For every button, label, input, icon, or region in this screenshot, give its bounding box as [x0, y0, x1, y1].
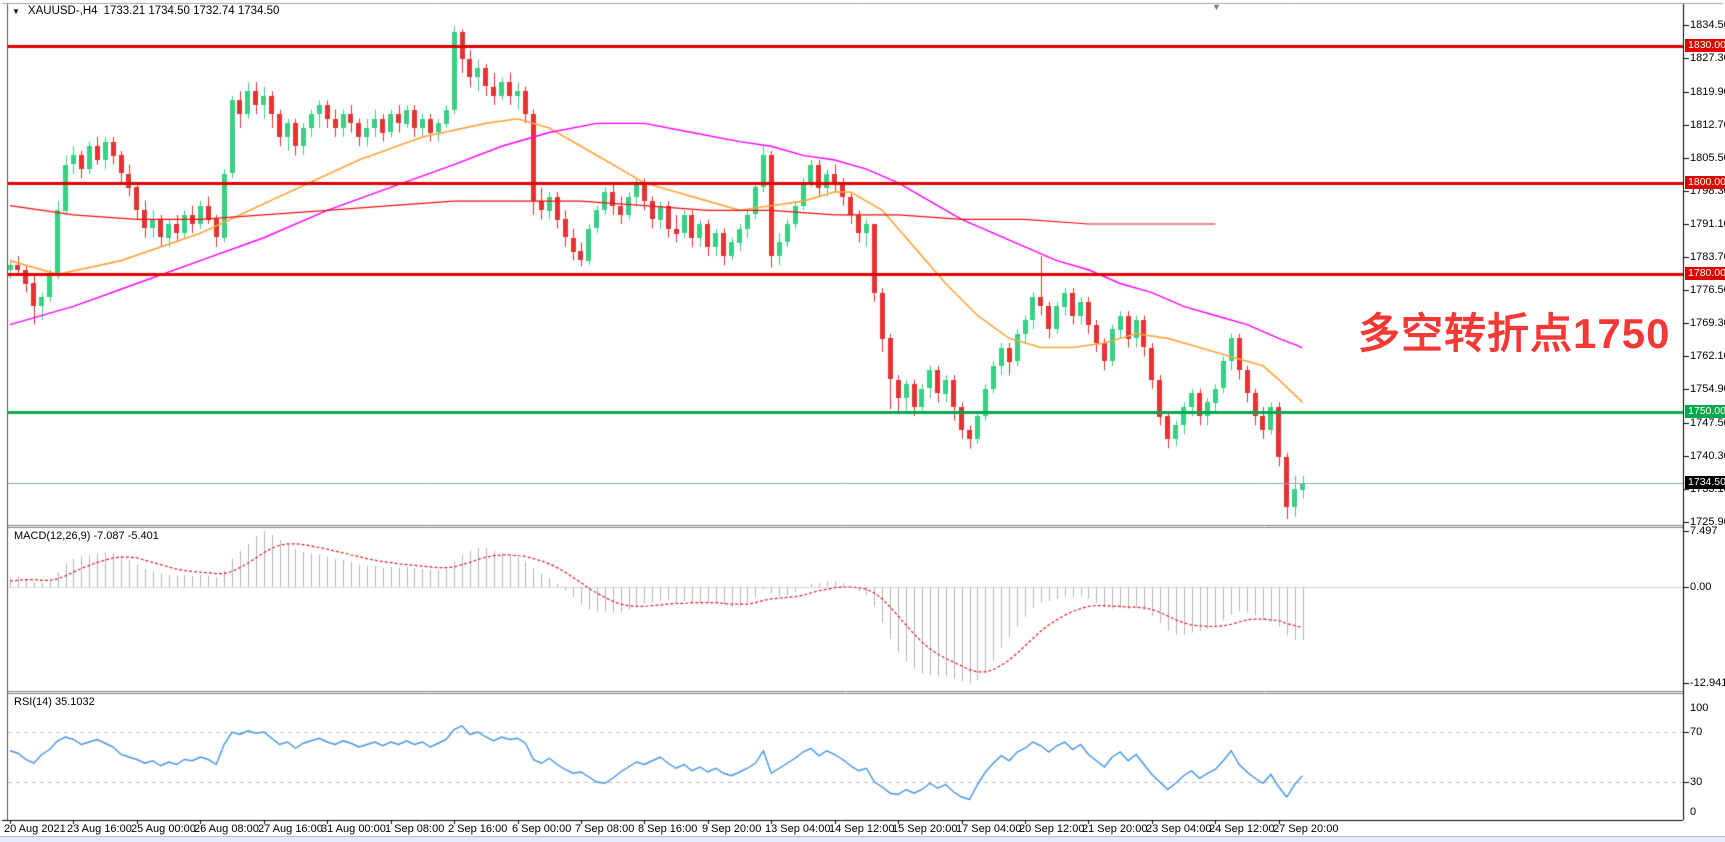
time-axis-label: 21 Sep 20:00	[1082, 823, 1148, 835]
price-axis-label: 1834.50	[1690, 19, 1725, 31]
time-axis-label: 24 Sep 12:00	[1209, 823, 1275, 835]
time-axis-label: 23 Sep 04:00	[1146, 823, 1212, 835]
price-axis-label: 1762.10	[1690, 350, 1725, 362]
rsi-indicator-label: RSI(14) 35.1032	[14, 696, 95, 708]
time-axis-label: 7 Sep 08:00	[575, 823, 635, 835]
macd-axis-label: 0.00	[1690, 581, 1712, 593]
symbol-timeframe-label: XAUUSD-,H4	[27, 5, 98, 17]
price-axis-label: 1769.30	[1690, 317, 1725, 329]
price-axis-label: 1819.90	[1690, 86, 1725, 98]
price-level-tag: 1800.00	[1685, 176, 1725, 189]
macd-axis-label: -12.941	[1690, 677, 1725, 689]
time-axis-label: 2 Sep 16:00	[448, 823, 508, 835]
rsi-axis-label: 30	[1690, 776, 1703, 788]
macd-indicator-label: MACD(12,26,9) -7.087 -5.401	[14, 530, 159, 542]
time-axis-label: 23 Aug 16:00	[67, 823, 132, 835]
price-axis-label: 1754.90	[1690, 383, 1725, 395]
rsi-axis-label: 70	[1690, 726, 1703, 738]
time-axis-label: 20 Aug 2021	[4, 823, 66, 835]
window-bottom-edge	[0, 836, 1725, 842]
chart-text-annotation: 多空转折点1750	[1358, 310, 1671, 357]
time-axis-label: 6 Sep 00:00	[512, 823, 572, 835]
price-axis-label: 1776.50	[1690, 284, 1725, 296]
price-axis-label: 1812.70	[1690, 119, 1725, 131]
price-level-tag: 1780.00	[1685, 267, 1725, 280]
chart-shift-marker-icon[interactable]: ▼	[1212, 2, 1221, 12]
time-axis-label: 15 Sep 20:00	[892, 823, 958, 835]
time-axis-label: 8 Sep 16:00	[638, 823, 698, 835]
symbol-dropdown-icon[interactable]: ▼	[12, 6, 20, 16]
time-axis-label: 13 Sep 04:00	[765, 823, 831, 835]
price-axis-label: 1740.30	[1690, 450, 1725, 462]
time-axis-label: 27 Sep 20:00	[1273, 823, 1339, 835]
ohlc-quote-values: 1733.21 1734.50 1732.74 1734.50	[103, 5, 280, 17]
price-level-tag: 1830.00	[1685, 39, 1725, 52]
price-axis-label: 1827.30	[1690, 52, 1725, 64]
time-axis-label: 25 Aug 00:00	[131, 823, 196, 835]
time-axis-label: 9 Sep 20:00	[702, 823, 762, 835]
time-axis-label: 20 Sep 12:00	[1019, 823, 1085, 835]
rsi-axis-label: 0	[1690, 806, 1697, 818]
time-axis-label: 31 Aug 00:00	[321, 823, 386, 835]
price-level-tag: 1734.50	[1685, 476, 1725, 489]
time-axis-label: 14 Sep 12:00	[829, 823, 895, 835]
price-axis-label: 1783.70	[1690, 251, 1725, 263]
price-axis-label: 1725.90	[1690, 516, 1725, 528]
symbol-quote-bar: ▼ XAUUSD-,H4 1733.21 1734.50 1732.74 173…	[12, 5, 279, 17]
rsi-axis-label: 100	[1690, 702, 1709, 714]
macd-axis-label: 7.497	[1690, 525, 1718, 537]
price-axis-label: 1805.50	[1690, 152, 1725, 164]
time-axis-label: 26 Aug 08:00	[194, 823, 259, 835]
time-axis-label: 17 Sep 04:00	[956, 823, 1022, 835]
time-axis-label: 1 Sep 08:00	[385, 823, 445, 835]
time-axis-label: 27 Aug 16:00	[258, 823, 323, 835]
price-level-tag: 1750.00	[1685, 405, 1725, 418]
price-axis-label: 1747.50	[1690, 417, 1725, 429]
price-axis-label: 1791.10	[1690, 218, 1725, 230]
